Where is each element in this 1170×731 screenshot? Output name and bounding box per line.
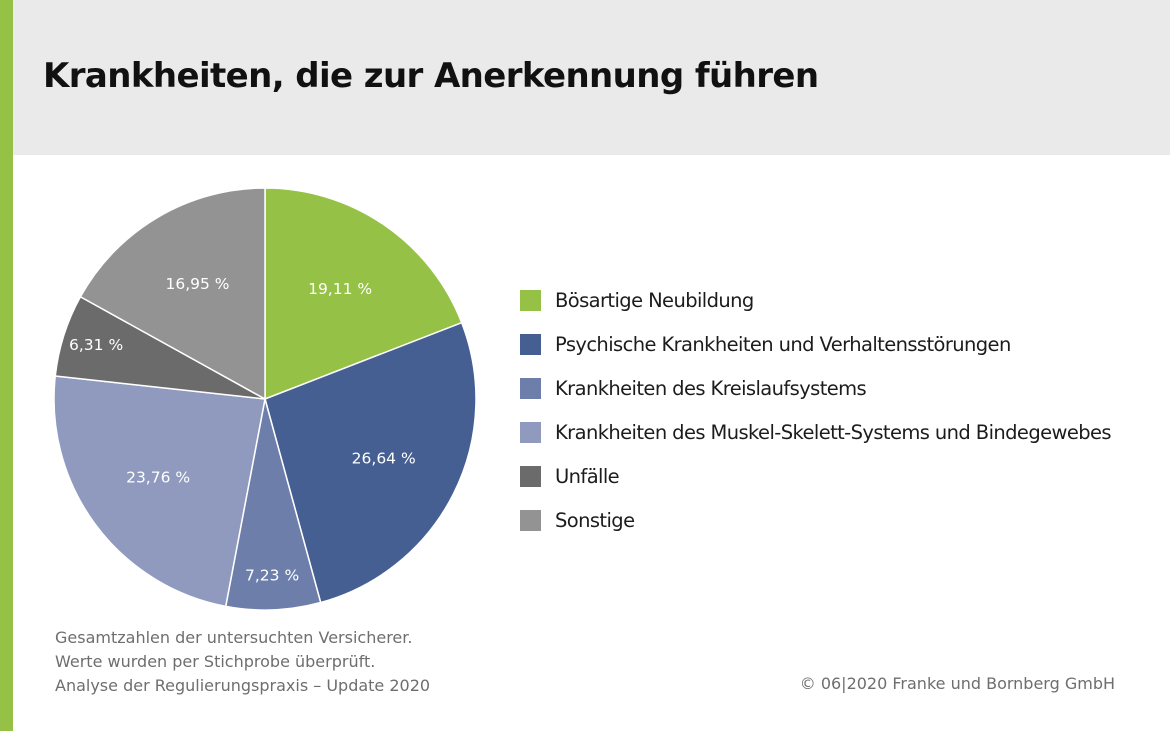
- legend-swatch: [520, 289, 541, 311]
- legend-item: Bösartige Neubildung: [520, 278, 1111, 322]
- pie-chart: 19,11 % 26,64 % 7,23 % 23,76 % 6,31 % 16,95 %: [53, 187, 477, 611]
- footnote: Gesamtzahlen der untersuchten Versichere…: [55, 626, 430, 698]
- slice-value-label: 16,95 %: [165, 275, 229, 293]
- legend-item: Sonstige: [520, 498, 1111, 542]
- legend-swatch: [520, 333, 541, 355]
- footnote-line: Werte wurden per Stichprobe überprüft.: [55, 652, 376, 671]
- slice-value-label: 23,76 %: [126, 469, 190, 487]
- legend-label: Krankheiten des Kreislaufsystems: [555, 376, 867, 400]
- chart-legend: Bösartige Neubildung Psychische Krankheit…: [520, 278, 1112, 542]
- header-band: [13, 0, 1170, 155]
- legend-item: Krankheiten des Muskel-Skelett-Systems u…: [520, 410, 1112, 454]
- legend-label: Sonstige: [555, 508, 635, 532]
- pie-slice: [264, 187, 463, 400]
- footnote-line: Gesamtzahlen der untersuchten Versichere…: [55, 628, 413, 647]
- slice-value-label: 19,11 %: [308, 280, 372, 298]
- legend-swatch: [520, 377, 541, 399]
- legend-label: Psychische Krankheiten und Verhaltensstö…: [555, 332, 1011, 356]
- legend-label: Unfälle: [555, 464, 620, 488]
- legend-swatch: [520, 465, 541, 487]
- legend-label: Bösartige Neubildung: [555, 288, 754, 312]
- left-accent-bar: [0, 0, 13, 731]
- copyright-notice: © 06|2020 Franke und Bornberg GmbH: [799, 674, 1115, 693]
- legend-item: Psychische Krankheiten und Verhaltensstö…: [520, 322, 1111, 366]
- slice-value-label: 6,31 %: [69, 336, 123, 354]
- slice-value-label: 7,23 %: [245, 567, 299, 585]
- legend-item: Krankheiten des Kreislaufsystems: [520, 366, 1111, 410]
- pie-slice: [79, 187, 266, 400]
- legend-label: Krankheiten des Muskel-Skelett-Systems u…: [555, 420, 1112, 444]
- pie-slice: [264, 321, 477, 604]
- chart-title: Krankheiten, die zur Anerkennung führen: [43, 56, 819, 96]
- slice-value-label: 26,64 %: [352, 449, 416, 467]
- legend-swatch: [520, 509, 541, 531]
- legend-item: Unfälle: [520, 454, 1111, 498]
- legend-swatch: [520, 421, 541, 443]
- footnote-line: Analyse der Regulierungspraxis – Update …: [55, 676, 431, 695]
- pie-slice: [53, 375, 266, 608]
